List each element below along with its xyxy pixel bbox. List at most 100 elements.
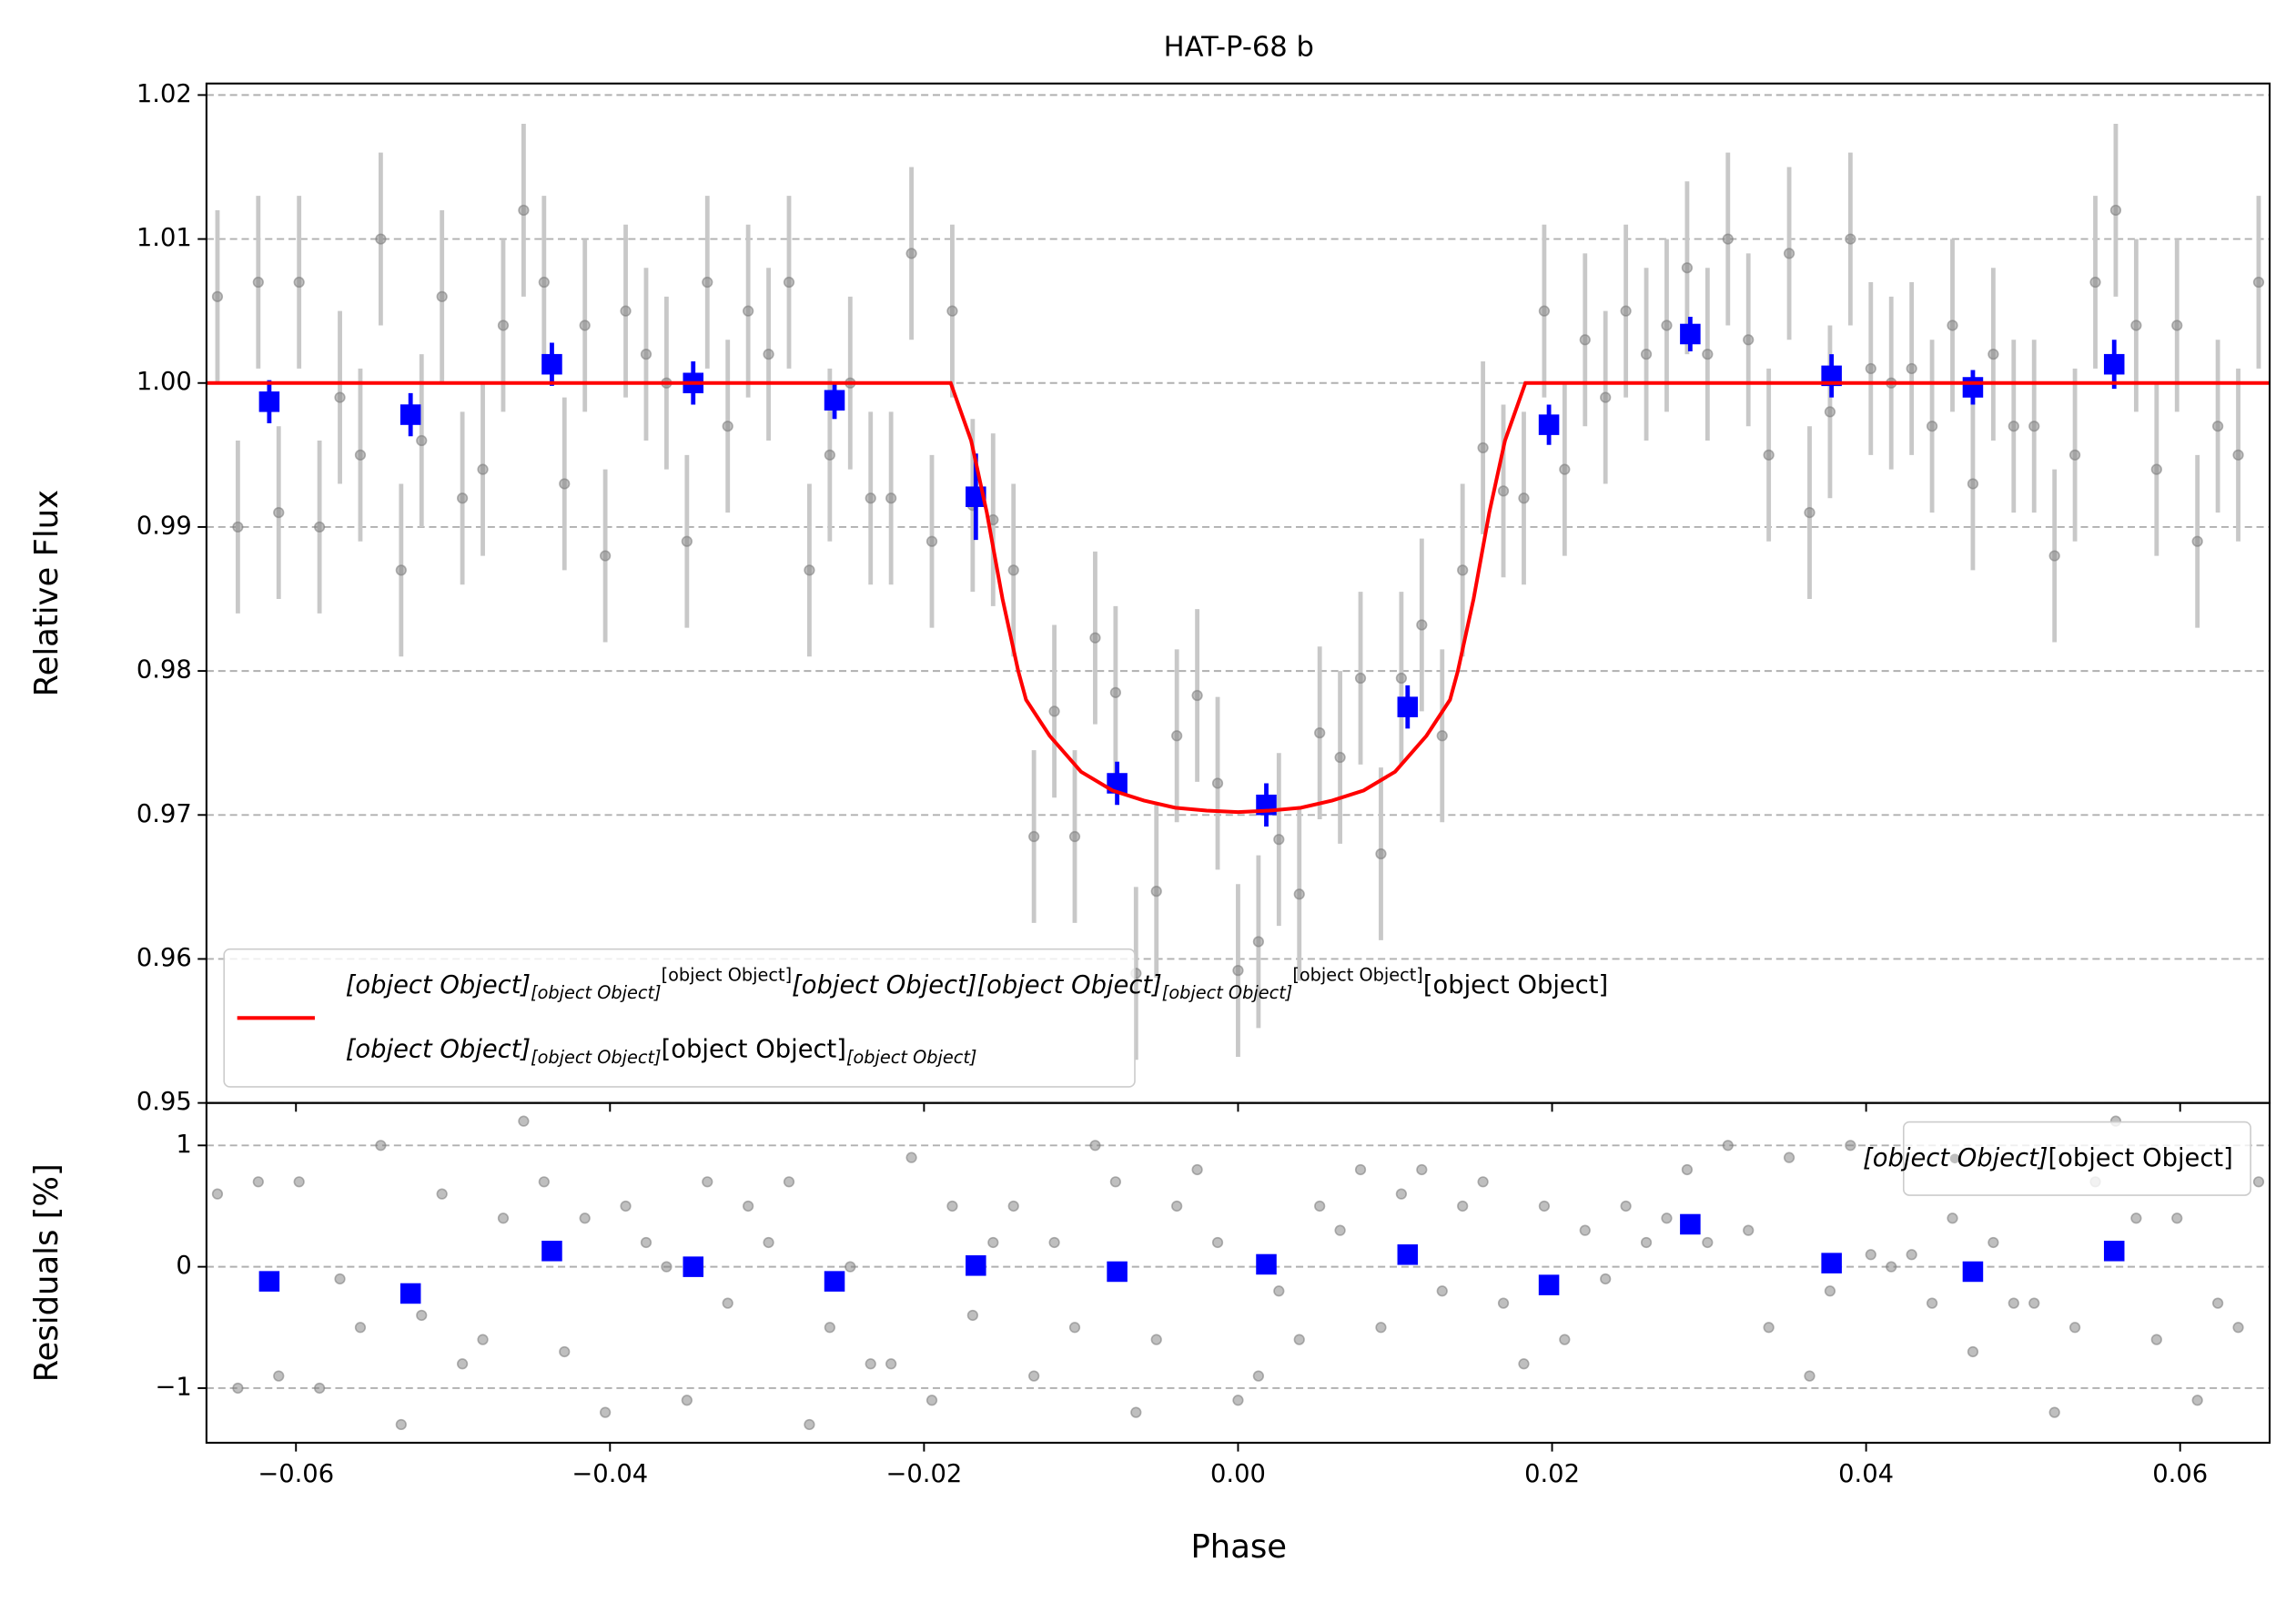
data-point	[1232, 1395, 1244, 1406]
data-point	[273, 1370, 285, 1382]
legend-text-part: [object Object]	[1292, 964, 1423, 985]
data-point	[2028, 421, 2040, 432]
data-point	[1640, 349, 1653, 360]
data-point	[763, 349, 774, 360]
binned-point	[1107, 1261, 1128, 1283]
binned-point	[541, 353, 562, 375]
data-point	[1518, 1358, 1530, 1370]
data-point	[966, 1309, 978, 1322]
binned-point	[1538, 1274, 1560, 1295]
data-point	[1089, 632, 1101, 644]
x-tick-label: −0.04	[571, 1460, 648, 1488]
data-point	[987, 1236, 999, 1249]
data-point	[783, 276, 795, 289]
data-point	[2150, 463, 2162, 475]
data-point	[1436, 1285, 1448, 1297]
binned-point	[258, 391, 280, 412]
data-point	[538, 1176, 550, 1188]
data-point	[2048, 550, 2060, 562]
data-point	[1824, 406, 1836, 418]
data-point	[1702, 349, 1714, 360]
x-axis-label: Phase	[1190, 1528, 1287, 1566]
y-tick-label: 0.98	[137, 656, 192, 685]
binned-point	[1397, 1244, 1419, 1265]
data-point	[1232, 965, 1244, 977]
model-line	[206, 380, 2271, 815]
data-point	[1007, 564, 1019, 576]
data-point	[2211, 421, 2224, 432]
data-point	[905, 248, 917, 259]
data-point	[1293, 888, 1305, 900]
data-point	[273, 506, 285, 519]
data-point	[600, 550, 612, 562]
data-point	[1150, 886, 1162, 898]
data-point	[1457, 564, 1469, 576]
legend-box	[1902, 1121, 2251, 1196]
data-point	[1783, 248, 1795, 259]
data-point	[1988, 349, 1999, 360]
data-point	[620, 1200, 632, 1212]
data-point	[2191, 535, 2203, 547]
data-point	[824, 1322, 835, 1334]
data-point	[1416, 619, 1428, 631]
y-tick-label: 1.00	[137, 368, 192, 396]
data-point	[1457, 1200, 1469, 1212]
binned-point	[541, 1241, 562, 1262]
data-point	[1048, 705, 1060, 717]
data-point	[2109, 204, 2122, 217]
data-point	[1681, 1163, 1694, 1176]
data-point	[600, 1406, 612, 1418]
data-point	[1293, 1334, 1305, 1345]
legend-text-part: [object Object]	[531, 981, 662, 1002]
data-point	[1906, 362, 1917, 375]
data-point	[579, 1212, 591, 1224]
data-point	[1028, 830, 1040, 843]
y-tick-label: 0.99	[137, 512, 192, 540]
plot-area	[206, 1115, 2271, 1431]
data-point	[1395, 672, 1408, 685]
data-point	[518, 1115, 530, 1127]
data-point	[1763, 449, 1775, 461]
data-point	[416, 1309, 428, 1322]
data-point	[2211, 1297, 2224, 1309]
data-point	[1743, 334, 1755, 346]
data-point	[579, 320, 591, 331]
data-point	[1477, 1176, 1489, 1188]
data-point	[1028, 1370, 1040, 1382]
legend-text-part: [object Object]	[346, 1035, 531, 1063]
data-point	[1967, 1345, 1979, 1358]
data-point	[681, 1395, 693, 1406]
data-point	[1886, 1261, 1897, 1273]
data-point	[1497, 1297, 1510, 1309]
data-point	[395, 564, 407, 576]
data-point	[2191, 1395, 2203, 1406]
data-point	[722, 421, 733, 432]
data-point	[1661, 320, 1673, 331]
data-point	[1171, 1200, 1183, 1212]
legend-text-part: [object Object]	[1863, 1143, 2048, 1172]
binned-point	[258, 1271, 280, 1292]
data-point	[375, 233, 387, 245]
data-point	[1967, 478, 1979, 490]
binned-point	[824, 390, 845, 411]
data-point	[1314, 727, 1326, 739]
data-point	[1416, 1163, 1428, 1176]
data-point	[559, 1345, 571, 1358]
data-point	[1926, 421, 1938, 432]
data-point	[252, 276, 264, 289]
plot-area	[206, 94, 2271, 1103]
data-point	[1722, 1140, 1734, 1152]
data-point	[2028, 1297, 2040, 1309]
y-tick-label: 0	[176, 1252, 191, 1280]
legend-text-part: [object Object]	[662, 964, 793, 985]
data-point	[518, 204, 530, 217]
binned-point	[966, 1255, 986, 1276]
data-point	[1988, 1236, 1999, 1249]
binned-point	[824, 1271, 845, 1292]
data-point	[1334, 751, 1346, 764]
data-point	[477, 1334, 489, 1345]
binned-point	[1680, 1213, 1701, 1235]
data-point	[559, 478, 571, 490]
data-point	[457, 1358, 469, 1370]
